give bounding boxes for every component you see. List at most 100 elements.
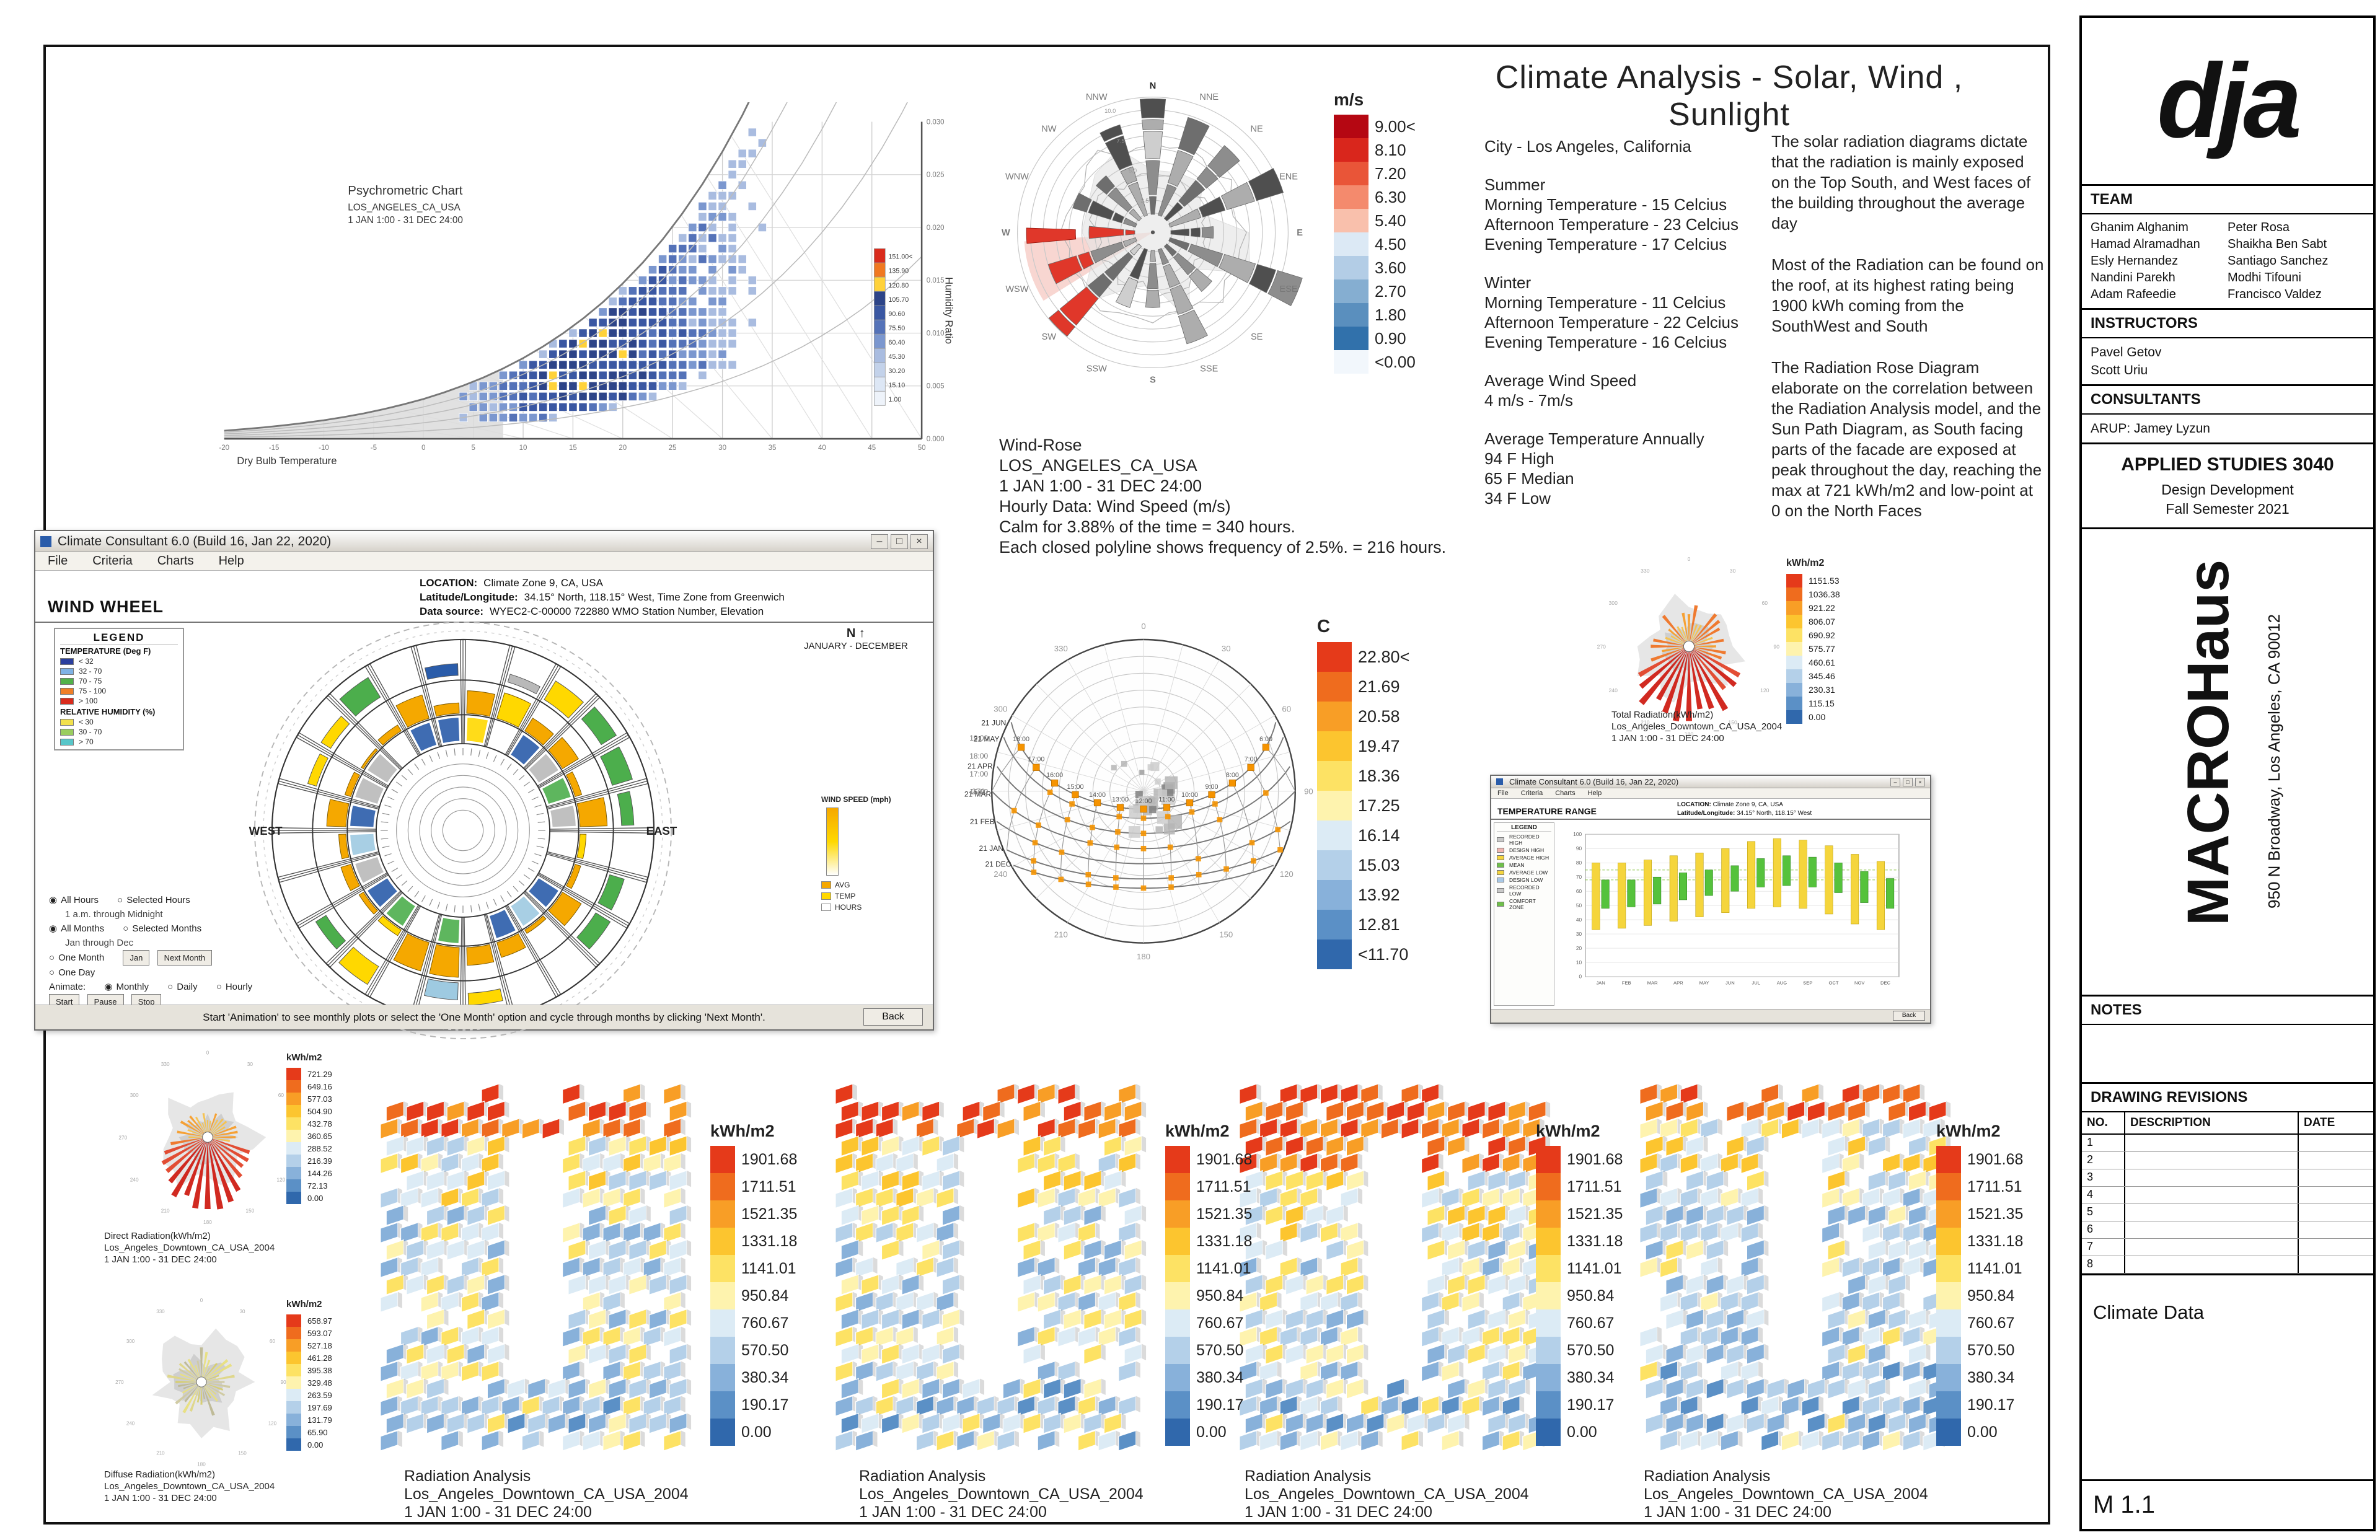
- legend-row: 380.34: [710, 1364, 797, 1391]
- svg-text:AUG: AUG: [1777, 980, 1787, 985]
- svg-text:75.50: 75.50: [888, 325, 905, 332]
- legend-row: 760.67: [1536, 1309, 1623, 1337]
- svg-text:Humidity Ratio: Humidity Ratio: [943, 277, 954, 344]
- svg-text:OCT: OCT: [1828, 980, 1838, 985]
- legend-value: RECORDED HIGH: [1509, 834, 1540, 846]
- svg-text:NOV: NOV: [1854, 980, 1865, 985]
- legend-row: 380.34: [1165, 1364, 1252, 1391]
- legend-color-chip: [286, 1130, 301, 1142]
- selected-hours-radio[interactable]: ○: [117, 895, 123, 905]
- close-button[interactable]: ×: [1915, 777, 1925, 786]
- notes-section: NOTES: [2082, 995, 2373, 1082]
- svg-text:SW: SW: [1042, 332, 1057, 342]
- legend-value: 577.03: [307, 1094, 332, 1104]
- legend-color-chip: [1786, 642, 1802, 656]
- svg-text:0.000: 0.000: [927, 436, 945, 443]
- menu-item[interactable]: Charts: [157, 554, 194, 568]
- location-value: Climate Zone 9, CA, USA: [1712, 801, 1783, 808]
- svg-text:25: 25: [669, 444, 677, 452]
- svg-text:210: 210: [161, 1208, 170, 1214]
- consultants-section: CONSULTANTS ARUP: Jamey Lyzun: [2082, 384, 2373, 442]
- total-radiation-rose: 0 30 60 90 120 150 180 210 240 270 300 330: [1597, 556, 1780, 737]
- project-address: 950 N Broadway, Los Angeles, CA 90012: [2265, 614, 2283, 909]
- legend-color-chip: [60, 697, 74, 705]
- legend-row: 1331.18: [1536, 1228, 1623, 1255]
- legend-row: 570.50: [1165, 1337, 1252, 1364]
- menu-item[interactable]: Criteria: [92, 554, 133, 568]
- menu-item[interactable]: Help: [1587, 790, 1602, 797]
- source-value: WYEC2-C-00000 722880 WMO Station Number,…: [489, 605, 764, 617]
- climate-info-block: City - Los Angeles, California Summer Mo…: [1484, 136, 1770, 508]
- svg-text:180: 180: [1137, 952, 1150, 961]
- back-button[interactable]: Back: [1893, 1011, 1925, 1021]
- svg-text:NE: NE: [1251, 125, 1264, 134]
- legend-value: 360.65: [307, 1131, 332, 1141]
- legend-row: 1151.53: [1786, 574, 1840, 587]
- legend-row: 806.07: [1786, 615, 1840, 628]
- menu-item[interactable]: File: [1497, 790, 1509, 797]
- legend-row: 1141.01: [710, 1255, 797, 1282]
- legend-row: 190.17: [710, 1391, 797, 1419]
- all-hours-radio[interactable]: ◉: [49, 895, 58, 905]
- legend-color-chip: [286, 1376, 301, 1389]
- legend-value: 1141.01: [741, 1259, 796, 1277]
- notes-header: NOTES: [2082, 997, 2373, 1025]
- location-value: Climate Zone 9, CA, USA: [483, 577, 603, 589]
- one-month-radio[interactable]: ○: [49, 953, 55, 963]
- selected-months-radio[interactable]: ○: [123, 923, 129, 934]
- analysis-paragraph: Most of the Radiation can be found on th…: [1771, 255, 2044, 335]
- legend-row: 21.69: [1317, 672, 1409, 702]
- minimize-button[interactable]: –: [1890, 777, 1900, 786]
- window-titlebar[interactable]: Climate Consultant 6.0 (Build 16, Jan 22…: [1491, 776, 1930, 788]
- wind-rose-caption-line: 1 JAN 1:00 - 31 DEC 24:00: [999, 477, 1202, 495]
- svg-text:90: 90: [1576, 845, 1582, 851]
- next-month-button[interactable]: Next Month: [157, 950, 213, 966]
- close-button[interactable]: ×: [910, 534, 928, 549]
- maximize-button[interactable]: □: [1903, 777, 1913, 786]
- legend-color-chip: [1536, 1146, 1561, 1173]
- wind-rose-caption-line: Wind-Rose: [999, 436, 1082, 454]
- revision-desc-cell: [2125, 1204, 2299, 1221]
- window-header: TEMPERATURE RANGE LOCATION: Climate Zone…: [1491, 799, 1930, 820]
- radiation-caption-line: Los_Angeles_Downtown_CA_USA_2004: [1644, 1485, 1928, 1503]
- monthly-radio[interactable]: ◉: [104, 982, 113, 992]
- menu-item[interactable]: File: [48, 554, 68, 568]
- svg-text:240: 240: [994, 869, 1007, 879]
- svg-text:0.030: 0.030: [927, 118, 945, 126]
- legend-color-chip: [1165, 1200, 1190, 1228]
- legend-row: 1331.18: [1165, 1228, 1252, 1255]
- legend-color-chip: [1334, 209, 1368, 232]
- legend-color-chip: [60, 738, 74, 746]
- team-header: TEAM: [2082, 186, 2373, 214]
- legend-value: 20.58: [1358, 706, 1400, 726]
- menu-item[interactable]: Criteria: [1520, 790, 1543, 797]
- radiation-analysis-caption: Radiation Analysis Los_Angeles_Downtown_C…: [1644, 1467, 1991, 1521]
- legend-row: 9.00<: [1334, 115, 1416, 138]
- menu-item[interactable]: Help: [218, 554, 244, 568]
- month-select[interactable]: Jan: [123, 950, 150, 966]
- wind-speed-panel: WIND SPEED (mph) AVG TEMP HOURS: [821, 795, 908, 914]
- daily-radio[interactable]: ○: [167, 982, 174, 992]
- one-day-radio[interactable]: ○: [49, 967, 55, 978]
- app-icon: [1496, 778, 1503, 785]
- consultant-name: ARUP: Jamey Lyzun: [2091, 421, 2210, 436]
- svg-text:15: 15: [569, 444, 577, 452]
- legend-value: 380.34: [1567, 1368, 1615, 1386]
- revision-number: 4: [2082, 1187, 2125, 1203]
- legend-value: 950.84: [1967, 1287, 2015, 1305]
- legend-row: 570.50: [1536, 1337, 1623, 1364]
- back-button[interactable]: Back: [863, 1008, 923, 1026]
- legend-color-chip: [1536, 1173, 1561, 1200]
- wind-rose-legend: m/s 9.00< 8.10 7.20 6.30 5.40 4.50 3.60 2.70 1.80…: [1334, 90, 1416, 374]
- window-titlebar[interactable]: Climate Consultant 6.0 (Build 16, Jan 22…: [35, 531, 933, 552]
- location-info: LOCATION: Climate Zone 9, CA, USA Latitud…: [420, 576, 785, 618]
- legend-value: 760.67: [741, 1314, 789, 1332]
- all-months-radio[interactable]: ◉: [49, 923, 58, 934]
- minimize-button[interactable]: –: [871, 534, 888, 549]
- hourly-radio[interactable]: ○: [216, 982, 222, 992]
- legend-value: 0.00: [1809, 712, 1826, 722]
- legend-color-chip: [1497, 855, 1504, 860]
- menu-item[interactable]: Charts: [1555, 790, 1576, 797]
- maximize-button[interactable]: □: [891, 534, 908, 549]
- legend-row: 65.90: [286, 1426, 332, 1438]
